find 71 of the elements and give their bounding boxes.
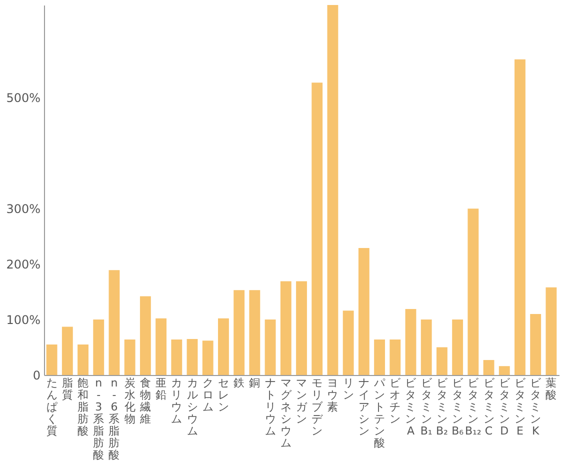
bar bbox=[249, 290, 260, 375]
bar bbox=[124, 340, 136, 375]
y-tick-label: 0 bbox=[32, 368, 40, 382]
y-tick-label: 100% bbox=[6, 313, 40, 328]
bar bbox=[514, 59, 526, 375]
bar bbox=[264, 320, 276, 375]
bar bbox=[218, 318, 229, 375]
bar bbox=[46, 344, 58, 375]
bar bbox=[342, 310, 354, 375]
x-tick-label: n-6系脂肪酸 bbox=[108, 376, 120, 462]
y-tick-label: 500% bbox=[6, 91, 40, 106]
bar bbox=[358, 248, 370, 375]
x-tick-label: パントテン酸 bbox=[373, 376, 386, 450]
x-tick-label: 食物繊維 bbox=[138, 376, 151, 426]
y-tick-label: 300% bbox=[6, 202, 40, 216]
bar bbox=[108, 270, 120, 375]
bar bbox=[420, 320, 432, 375]
x-tick-label: ヨウ素 bbox=[327, 376, 338, 414]
x-tick-label: モリブデン bbox=[312, 376, 324, 438]
x-tick-label: 亜鉛 bbox=[156, 376, 167, 402]
x-tick-label: 葉酸 bbox=[546, 376, 557, 402]
x-tick-label: ビタミンB₆ bbox=[452, 376, 464, 438]
bar bbox=[62, 326, 73, 375]
x-tick-label: 鉄 bbox=[234, 376, 245, 390]
bar bbox=[390, 340, 401, 375]
x-tick-label: n-3系脂肪酸 bbox=[93, 376, 104, 462]
x-tick-label: リン bbox=[342, 376, 354, 402]
x-tick-label: 飽和脂肪酸 bbox=[78, 376, 89, 438]
bar bbox=[234, 290, 245, 375]
bar bbox=[280, 281, 292, 375]
x-tick-label: ビタミンB₁₂ bbox=[464, 376, 482, 438]
x-tick-label: ビタミンB₁ bbox=[420, 376, 433, 438]
bar bbox=[436, 347, 448, 375]
x-tick-label: 銅 bbox=[249, 376, 260, 390]
x-tick-label: ナトリウム bbox=[264, 376, 276, 438]
x-tick-label: ナイアシン bbox=[358, 376, 370, 438]
bar bbox=[312, 82, 323, 375]
bar bbox=[530, 314, 542, 375]
bar bbox=[78, 344, 88, 375]
bar bbox=[171, 340, 182, 375]
x-tick-label: ビタミンK bbox=[530, 376, 542, 438]
x-tick-label: 脂質 bbox=[62, 376, 73, 402]
bar bbox=[468, 208, 479, 375]
bar bbox=[498, 366, 510, 375]
x-tick-label: 炭水化物 bbox=[124, 376, 136, 426]
x-tick-label: ビオチン bbox=[390, 376, 402, 426]
x-tick-label: ビタミンC bbox=[483, 376, 496, 438]
x-tick-label: カルシウム bbox=[186, 376, 198, 438]
bar bbox=[374, 340, 385, 375]
bar bbox=[327, 5, 338, 375]
bar bbox=[546, 287, 557, 375]
x-tick-label: ビタミンD bbox=[498, 376, 511, 438]
bar bbox=[483, 360, 494, 375]
bar bbox=[156, 318, 167, 375]
bar bbox=[186, 338, 198, 375]
bar bbox=[452, 320, 464, 375]
x-tick-label: ビタミンA bbox=[405, 376, 418, 438]
x-tick-label: マンガン bbox=[296, 376, 308, 426]
x-tick-label: ビタミンB₂ bbox=[436, 376, 448, 438]
y-tick-label: 200% bbox=[6, 258, 40, 272]
bar bbox=[405, 308, 416, 375]
bar bbox=[140, 296, 151, 375]
bar bbox=[296, 281, 307, 375]
bar bbox=[202, 340, 214, 375]
x-tick-label: たんぱく質 bbox=[46, 376, 58, 438]
x-tick-label: マグネシウム bbox=[280, 376, 292, 450]
x-tick-label: カリウム bbox=[171, 376, 182, 426]
bar bbox=[93, 320, 104, 375]
x-tick-label: セレン bbox=[218, 376, 229, 414]
x-tick-label: クロム bbox=[202, 376, 214, 414]
x-tick-label: ビタミンE bbox=[514, 376, 526, 438]
